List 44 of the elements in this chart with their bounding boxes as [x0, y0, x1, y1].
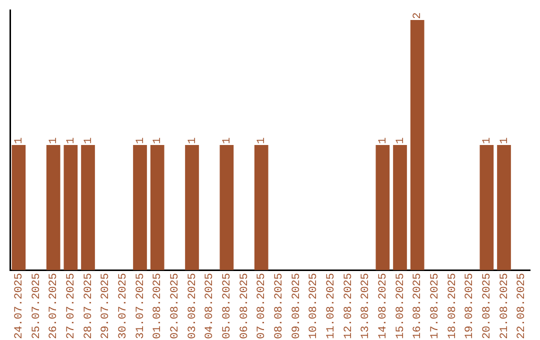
x-tick-label: 13.08.2025 [360, 273, 372, 340]
x-tick-label: 27.07.2025 [66, 273, 78, 340]
x-tick-label: 12.08.2025 [342, 273, 355, 340]
x-tick-label: 10.08.2025 [308, 273, 320, 340]
data-label: 1 [498, 137, 511, 144]
data-label: 1 [134, 137, 147, 144]
data-label: 2 [412, 12, 424, 19]
x-tick-label: 18.08.2025 [446, 273, 459, 340]
data-label: 1 [152, 137, 164, 144]
x-tick-label: 05.08.2025 [222, 273, 234, 340]
x-tick-label: 28.07.2025 [82, 273, 95, 340]
x-tick-label: 19.08.2025 [464, 273, 476, 340]
data-label: 1 [222, 137, 234, 144]
x-tick-label: 22.08.2025 [516, 273, 528, 340]
data-label: 1 [394, 137, 407, 144]
x-tick-label: 11.08.2025 [326, 273, 338, 340]
x-tick-label: 24.07.2025 [14, 273, 26, 340]
data-label: 1 [482, 137, 494, 144]
x-tick-label: 06.08.2025 [238, 273, 251, 340]
data-label: 1 [186, 137, 199, 144]
x-tick-label: 14.08.2025 [378, 273, 390, 340]
data-label: 1 [66, 137, 78, 144]
x-tick-label: 15.08.2025 [394, 273, 407, 340]
x-tick-label: 03.08.2025 [186, 273, 199, 340]
x-tick-label: 31.07.2025 [134, 273, 147, 340]
x-tick-label: 08.08.2025 [274, 273, 286, 340]
x-tick-label: 02.08.2025 [170, 273, 182, 340]
x-tick-label: 16.08.2025 [412, 273, 424, 340]
data-label: 1 [48, 137, 60, 144]
x-tick-label: 20.08.2025 [482, 273, 494, 340]
data-label: 1 [82, 137, 95, 144]
x-tick-label: 21.08.2025 [498, 273, 511, 340]
x-tick-label: 01.08.2025 [152, 273, 164, 340]
x-tick-label: 26.07.2025 [48, 273, 60, 340]
data-label: 1 [378, 137, 390, 144]
data-label: 1 [256, 137, 268, 144]
x-tick-label: 25.07.2025 [30, 273, 43, 340]
x-tick-label: 17.08.2025 [430, 273, 442, 340]
x-tick-label: 29.07.2025 [100, 273, 112, 340]
x-tick-label: 09.08.2025 [290, 273, 303, 340]
x-tick-label: 04.08.2025 [204, 273, 216, 340]
x-tick-label: 07.08.2025 [256, 273, 268, 340]
data-label: 1 [14, 137, 26, 144]
x-tick-label: 30.07.2025 [118, 273, 130, 340]
